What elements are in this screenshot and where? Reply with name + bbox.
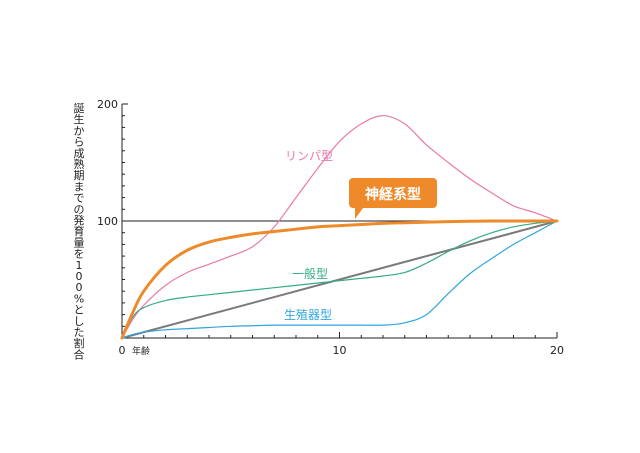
series-label-general: 一般型 [292, 266, 328, 281]
y-axis-label-char: 割 [74, 336, 85, 350]
x-tick-label-10: 10 [333, 344, 347, 357]
y-axis-label-char: を [74, 248, 85, 261]
series-line-general [121, 220, 558, 339]
y-axis-label-char: と [74, 304, 85, 317]
callout-label-neural: 神経系型 [365, 186, 421, 203]
y-axis-label-char: し [74, 315, 85, 328]
callout-box [349, 178, 437, 219]
y-axis-label-char: 熟 [74, 157, 85, 171]
series-line-reproductive [121, 220, 558, 339]
y-axis-label-char: ら [74, 136, 85, 149]
series-line-lymph [121, 115, 558, 339]
y-axis-label-char: か [74, 124, 85, 137]
y-axis-label-char: た [74, 326, 85, 339]
series-label-reproductive: 生殖器型 [284, 307, 332, 322]
x-tick-label-0: 0 [119, 344, 126, 357]
y-axis-label-char: 量 [74, 236, 85, 249]
y-axis-label-char: 1 [76, 259, 83, 272]
y-axis-label-char: ま [74, 180, 85, 193]
y-tick-label-100: 100 [97, 215, 118, 228]
labels: リンパ型 一般型 生殖器型 神経系型 [284, 149, 437, 322]
y-axis-label-char: 0 [76, 281, 83, 294]
y-axis-label-char: 0 [76, 270, 83, 283]
y-axis-label-char: の [74, 203, 85, 216]
y-axis-label-char: % [74, 292, 84, 305]
series-layer [120, 115, 559, 340]
series-line-proportional [121, 220, 558, 339]
y-axis-label-char: 成 [74, 147, 85, 160]
y-axis-label-char: 誕 [74, 102, 85, 115]
y-axis-label-char: 期 [74, 169, 85, 182]
callout-neural: 神経系型 [349, 178, 437, 219]
y-axis-label-char: 発 [74, 213, 85, 227]
x-tick-label-20: 20 [550, 344, 564, 357]
y-tick-label-200: 200 [97, 98, 118, 111]
x-axis-unit: 年齢 [132, 345, 150, 357]
series-line-neural [120, 219, 559, 340]
y-axis-label-char: 生 [74, 112, 85, 126]
y-axis-label-char: 育 [74, 224, 85, 238]
y-axis-label: 誕生から成熟期までの発育量を 1 0 0 %とした割合 [74, 102, 85, 361]
y-axis-label-char: 合 [74, 347, 85, 361]
series-label-lymph: リンパ型 [285, 149, 333, 163]
y-axis-label-char: で [74, 192, 85, 205]
